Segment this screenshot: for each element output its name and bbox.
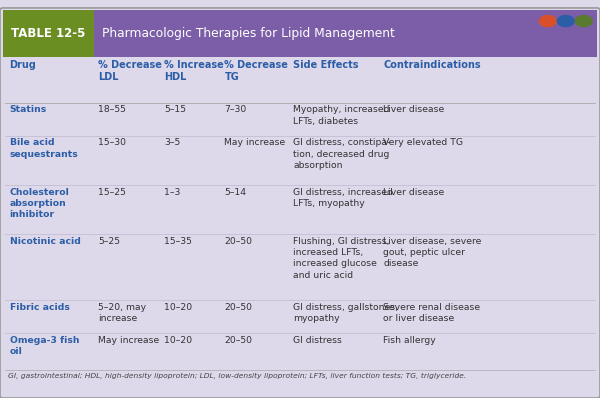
Text: Severe renal disease
or liver disease: Severe renal disease or liver disease — [383, 303, 481, 323]
Text: Fish allergy: Fish allergy — [383, 336, 436, 345]
Text: Pharmacologic Therapies for Lipid Management: Pharmacologic Therapies for Lipid Manage… — [102, 27, 395, 40]
Text: 15–25: 15–25 — [98, 188, 126, 197]
Circle shape — [557, 16, 574, 27]
Text: 5–25: 5–25 — [98, 237, 121, 246]
Text: 18–55: 18–55 — [98, 105, 126, 115]
Text: Side Effects: Side Effects — [293, 60, 359, 70]
Text: May increase: May increase — [98, 336, 160, 345]
Text: 10–20: 10–20 — [164, 303, 193, 312]
Text: GI distress: GI distress — [293, 336, 342, 345]
Bar — [3, 10, 597, 57]
Text: 15–30: 15–30 — [98, 139, 127, 147]
Bar — [3, 10, 94, 57]
Text: 5–20, may
increase: 5–20, may increase — [98, 303, 146, 323]
Text: GI distress, constipa-
tion, decreased drug
absorption: GI distress, constipa- tion, decreased d… — [293, 139, 391, 170]
Text: TABLE 12-5: TABLE 12-5 — [11, 27, 86, 40]
Text: 5–15: 5–15 — [164, 105, 187, 115]
Text: % Decrease
TG: % Decrease TG — [224, 60, 288, 82]
Text: GI distress, gallstones,
myopathy: GI distress, gallstones, myopathy — [293, 303, 398, 323]
Circle shape — [539, 16, 556, 27]
Text: Statins: Statins — [10, 105, 47, 115]
Circle shape — [575, 16, 592, 27]
Text: 20–50: 20–50 — [224, 303, 253, 312]
Text: 5–14: 5–14 — [224, 188, 247, 197]
Text: Bile acid
sequestrants: Bile acid sequestrants — [10, 139, 79, 158]
Text: May increase: May increase — [224, 139, 286, 147]
Text: % Decrease
LDL: % Decrease LDL — [98, 60, 162, 82]
Text: % Increase
HDL: % Increase HDL — [164, 60, 224, 82]
Text: Contraindications: Contraindications — [383, 60, 481, 70]
Text: Liver disease: Liver disease — [383, 105, 445, 115]
Text: 20–50: 20–50 — [224, 237, 253, 246]
Text: GI distress, increased
LFTs, myopathy: GI distress, increased LFTs, myopathy — [293, 188, 393, 208]
Text: 7–30: 7–30 — [224, 105, 247, 115]
Text: Omega-3 fish
oil: Omega-3 fish oil — [10, 336, 79, 356]
Text: Nicotinic acid: Nicotinic acid — [10, 237, 80, 246]
Text: Liver disease: Liver disease — [383, 188, 445, 197]
FancyBboxPatch shape — [0, 8, 600, 398]
Text: 10–20: 10–20 — [164, 336, 193, 345]
Text: Fibric acids: Fibric acids — [10, 303, 70, 312]
Text: 20–50: 20–50 — [224, 336, 253, 345]
Text: Myopathy, increased
LFTs, diabetes: Myopathy, increased LFTs, diabetes — [293, 105, 390, 126]
Text: Flushing, GI distress,
increased LFTs,
increased glucose
and uric acid: Flushing, GI distress, increased LFTs, i… — [293, 237, 390, 279]
Text: Drug: Drug — [10, 60, 37, 70]
Text: Cholesterol
absorption
inhibitor: Cholesterol absorption inhibitor — [10, 188, 70, 219]
Text: 15–35: 15–35 — [164, 237, 192, 246]
Text: 1–3: 1–3 — [164, 188, 181, 197]
Text: Very elevated TG: Very elevated TG — [383, 139, 463, 147]
Text: GI, gastrointestinal; HDL, high-density lipoprotein; LDL, low-density lipoprotei: GI, gastrointestinal; HDL, high-density … — [8, 373, 466, 379]
Text: 3–5: 3–5 — [164, 139, 181, 147]
Text: Liver disease, severe
gout, peptic ulcer
disease: Liver disease, severe gout, peptic ulcer… — [383, 237, 482, 268]
